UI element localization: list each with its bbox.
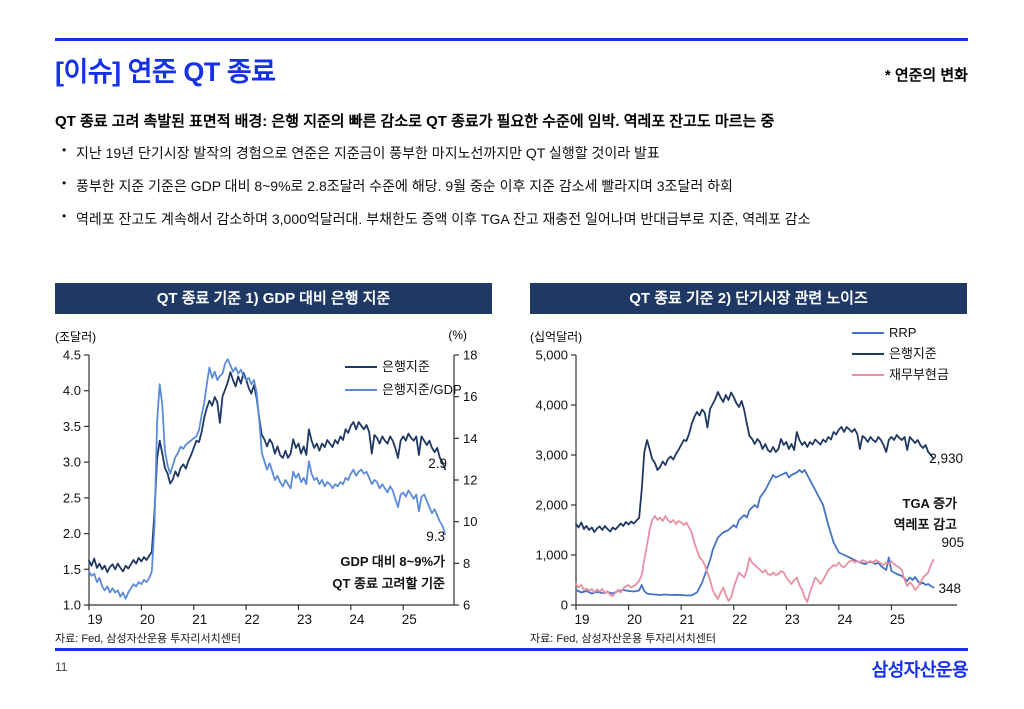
svg-text:9.3: 9.3 (426, 529, 445, 544)
svg-text:8: 8 (463, 556, 470, 571)
bullet-item: 지난 19년 단기시장 발작의 경험으로 연준은 지준금이 풍부한 마지노선까지… (62, 143, 967, 163)
svg-text:재무부현금: 재무부현금 (889, 367, 949, 382)
short-term-market-chart: 5,000 4,000 3,000 2,000 1,000 0 19 20 21 22 23 24 25… (535, 325, 964, 627)
svg-text:14: 14 (463, 431, 477, 446)
chart-card-bank-reserves-gdp: QT 종료 기준 1) GDP 대비 은행 지준 (조달러) (%) 4.5 4.… (55, 283, 492, 646)
left-axis-unit-label: (조달러) (55, 330, 97, 344)
chart-source: 자료: Fed, 삼성자산운용 투자리서치센터 (55, 633, 242, 645)
svg-text:5,000: 5,000 (535, 348, 568, 363)
svg-text:905: 905 (941, 535, 964, 550)
svg-text:6: 6 (463, 598, 470, 613)
svg-text:은행지준/GDP: 은행지준/GDP (382, 382, 462, 397)
svg-text:22: 22 (245, 612, 260, 627)
svg-text:20: 20 (627, 612, 642, 627)
svg-text:은행지준: 은행지준 (889, 346, 937, 361)
svg-text:20: 20 (140, 612, 155, 627)
bullet-item: 풍부한 지준 기준은 GDP 대비 8~9%로 2.8조달러 수준에 해당. 9… (62, 176, 967, 196)
svg-text:24: 24 (837, 612, 853, 627)
svg-text:23: 23 (785, 612, 800, 627)
svg-text:2,930: 2,930 (929, 451, 963, 466)
svg-text:2.5: 2.5 (63, 490, 81, 505)
svg-text:4,000: 4,000 (535, 398, 568, 413)
svg-text:16: 16 (463, 389, 477, 404)
svg-text:25: 25 (402, 612, 417, 627)
svg-text:19: 19 (87, 612, 102, 627)
left-axis-unit-label: (십억달러) (530, 330, 583, 344)
chart-title-bar: QT 종료 기준 2) 단기시장 관련 노이즈 (530, 283, 967, 314)
samsung-asset-management-logo: 삼성자산운용 (871, 660, 969, 680)
bottom-divider (55, 648, 968, 651)
chart-body: (십억달러) 5,000 4,000 3,000 2,000 1,000 0 19 20 21 2… (530, 314, 967, 629)
svg-text:1.0: 1.0 (63, 598, 81, 613)
svg-text:RRP: RRP (889, 325, 916, 340)
svg-text:19: 19 (574, 612, 589, 627)
svg-text:2.9: 2.9 (428, 456, 447, 471)
svg-text:2.0: 2.0 (63, 526, 81, 541)
svg-text:10: 10 (463, 514, 477, 529)
svg-text:3.0: 3.0 (63, 455, 81, 470)
svg-text:348: 348 (938, 581, 961, 596)
top-divider (55, 38, 968, 41)
svg-text:18: 18 (463, 348, 477, 363)
svg-text:GDP 대비 8~9%가QT 종료 고려할 기준: GDP 대비 8~9%가 QT 종료 고려할 기준 (332, 554, 445, 591)
bank-reserves-gdp-chart: 4.5 4.0 3.5 3.0 2.5 2.0 1.5 1.0 18 16 14 12 10 8 6 19 20… (63, 348, 478, 628)
chart-title-bar: QT 종료 기준 1) GDP 대비 은행 지준 (55, 283, 492, 314)
page-number: 11 (55, 660, 68, 674)
page-title: [이슈] 연준 QT 종료 (55, 57, 276, 87)
chart-body: (조달러) (%) 4.5 4.0 3.5 3.0 2.5 2.0 1.5 1.0 18 16 14… (55, 314, 492, 629)
svg-text:25: 25 (890, 612, 905, 627)
chart-source: 자료: Fed, 삼성자산운용 투자리서치센터 (530, 633, 717, 645)
svg-text:24: 24 (349, 612, 365, 627)
svg-text:0: 0 (561, 598, 568, 613)
bullet-item: 역레포 잔고도 계속해서 감소하며 3,000억달러대. 부채한도 증액 이후 … (62, 209, 967, 229)
svg-text:4.0: 4.0 (63, 383, 81, 398)
svg-text:3.5: 3.5 (63, 419, 81, 434)
svg-text:21: 21 (192, 612, 207, 627)
svg-text:4.5: 4.5 (63, 348, 81, 363)
svg-text:3,000: 3,000 (535, 448, 568, 463)
svg-text:은행지준: 은행지준 (382, 359, 430, 374)
svg-text:1.5: 1.5 (63, 562, 81, 577)
svg-text:21: 21 (680, 612, 695, 627)
svg-text:2,000: 2,000 (535, 498, 568, 513)
page-subtitle-right: * 연준의 변화 (884, 67, 968, 84)
chart-card-short-term-market: QT 종료 기준 2) 단기시장 관련 노이즈 (십억달러) 5,000 4,00… (530, 283, 967, 646)
svg-text:23: 23 (297, 612, 312, 627)
svg-text:1,000: 1,000 (535, 548, 568, 563)
svg-text:12: 12 (463, 473, 477, 488)
svg-text:22: 22 (732, 612, 747, 627)
section-heading: QT 종료 고려 촉발된 표면적 배경: 은행 지준의 빠른 감소로 QT 종료… (55, 113, 775, 130)
bullet-list: 지난 19년 단기시장 발작의 경험으로 연준은 지준금이 풍부한 마지노선까지… (62, 143, 967, 242)
right-axis-unit-label: (%) (448, 328, 467, 342)
